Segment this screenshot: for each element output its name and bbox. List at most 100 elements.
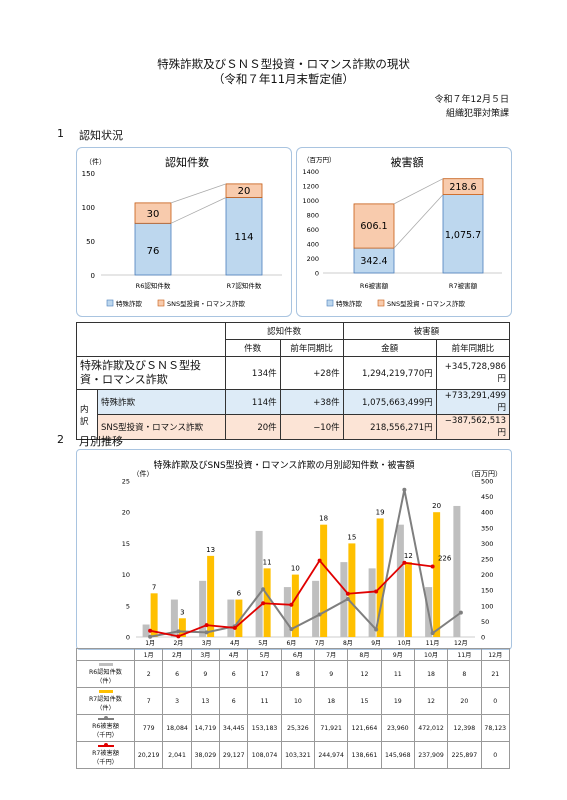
r7-count-bar [404, 562, 412, 637]
month-header: 7月 [314, 648, 349, 661]
r6-sns-count-bar [134, 202, 172, 224]
row-legend-swatch [98, 690, 113, 693]
table-cell: 2,041 [162, 741, 192, 769]
table-cell: 78,123 [480, 714, 511, 742]
r7-fraud-count-label: 114 [234, 232, 253, 243]
r7-damage-point [232, 625, 237, 630]
table-cell: 38,029 [190, 741, 221, 769]
table-cell: 9 [190, 660, 221, 688]
left-ytick: 5 [126, 602, 130, 610]
row-legend-swatch [97, 743, 114, 747]
table-cell: 145,968 [380, 741, 415, 769]
month-header: 2月 [162, 648, 192, 661]
table-cell: 11 [247, 687, 282, 715]
summary-fraud-amount-yoy: +733,291,499円 [435, 389, 511, 415]
damage-chart-unit: （百万円） [303, 156, 336, 164]
section2-label: 月別推移 [79, 435, 123, 448]
damage-ytick: 0 [315, 270, 319, 278]
r7-count-bar [320, 524, 328, 637]
r7-damage-point [261, 601, 266, 606]
r6-damage-point [317, 612, 322, 617]
r7-damage-point [317, 558, 322, 563]
table-cell: 8 [280, 660, 316, 688]
damage-ytick: 400 [307, 241, 319, 249]
table-cell: 17 [247, 660, 282, 688]
r7-count-bar [433, 512, 441, 637]
r7-count-label: 6 [237, 590, 242, 598]
r6-damage-point [430, 631, 435, 636]
legend-fraud-label: 特殊詐欺 [336, 299, 363, 308]
table-cell: 472,012 [413, 714, 449, 742]
table-cell: 25,326 [280, 714, 316, 742]
r6-damage-point [458, 610, 463, 615]
table-cell: 12,398 [447, 714, 482, 742]
r7-sns-count-label: 20 [238, 186, 251, 197]
table-cell: 3 [162, 687, 192, 715]
right-ytick: 50 [481, 618, 489, 626]
month-tick: 12月 [454, 640, 468, 647]
r6-count-bar [312, 580, 320, 637]
r7-damage-point [402, 560, 407, 565]
r7-count-bar [207, 555, 215, 637]
month-header: 4月 [219, 648, 249, 661]
table-cell: 29,127 [219, 741, 249, 769]
section1-number: 1 [57, 127, 64, 140]
section1-label: 認知状況 [79, 129, 123, 142]
left-ytick: 25 [122, 478, 130, 486]
table-cell: 237,909 [413, 741, 449, 769]
table-cell: 71,921 [314, 714, 349, 742]
summary-fraud-amount: 1,075,663,499円 [342, 389, 437, 415]
month-header: 5月 [247, 648, 282, 661]
right-ytick: 250 [481, 556, 493, 564]
table-cell: 0 [480, 687, 511, 715]
r7-count-row: R7認知件数 （件） 7 3 13 6 11 10 18 15 19 12 20 0 [76, 687, 511, 715]
r7-count-label: 18 [319, 515, 328, 523]
table-cell: 244,974 [314, 741, 349, 769]
summary-sub-count-yoy: 前年同期比 [279, 339, 344, 357]
right-ytick: 450 [481, 493, 493, 501]
r7-count-label: 10 [291, 565, 300, 573]
legend-sns-swatch [157, 299, 165, 307]
row-label: R6被害額 （千円） [76, 714, 135, 742]
damage-ytick: 1400 [302, 168, 319, 176]
section2-number: 2 [57, 433, 64, 446]
monthly-left-unit: （件） [133, 469, 154, 478]
legend-fraud-swatch [326, 299, 334, 307]
month-tick: 8月 [343, 640, 353, 647]
summary-total-count-yoy: +28件 [279, 356, 344, 390]
count-chart: （件） 認知件数 150 100 50 0 76 30 114 20 R6認知件… [82, 155, 282, 308]
month-tick: 3月 [202, 640, 212, 647]
r6-count-bar [368, 568, 376, 637]
r7-count-label: 15 [347, 533, 356, 541]
r6-damage-point [289, 627, 294, 632]
table-cell: 13 [190, 687, 221, 715]
right-ytick: 0 [481, 634, 485, 642]
row-label-text: R6被害額 [92, 722, 119, 730]
table-cell: 9 [314, 660, 349, 688]
summary-damage-header: 被害額 [342, 322, 511, 340]
count-ytick: 150 [82, 170, 95, 178]
damage-xlabel: R6被害額 [360, 281, 389, 290]
r7-sns-damage-bar [442, 178, 484, 196]
r6-fraud-damage-label: 342.4 [360, 256, 387, 267]
r6-damage-point [374, 627, 379, 632]
r7-damage-point [430, 564, 435, 569]
r7-count-label: 7 [152, 583, 156, 591]
right-ytick: 400 [481, 509, 493, 517]
r6-damage-point [148, 634, 153, 639]
table-cell: 23,960 [380, 714, 415, 742]
r7-fraud-damage-bar [442, 194, 484, 274]
table-cell: 12 [347, 660, 382, 688]
row-legend-swatch [97, 716, 114, 720]
summary-sub-amount-yoy: 前年同期比 [435, 339, 511, 357]
r7-damage-label: 226 [438, 555, 452, 563]
r7-fraud-damage-label: 1,075.7 [445, 230, 481, 241]
r6-count-bar [227, 599, 235, 637]
row-legend-marker [103, 743, 108, 747]
r7-count-label: 13 [206, 546, 215, 554]
table-cell: 6 [162, 660, 192, 688]
summary-sns-label: SNS型投資・ロマンス詐欺 [97, 414, 226, 440]
r7-damage-row: R7被害額 （千円） 20,219 2,041 38,029 29,127 108,074 1… [76, 741, 511, 769]
table-cell: 11 [380, 660, 415, 688]
page-subtitle: （令和７年11月末暫定値） [212, 72, 355, 86]
